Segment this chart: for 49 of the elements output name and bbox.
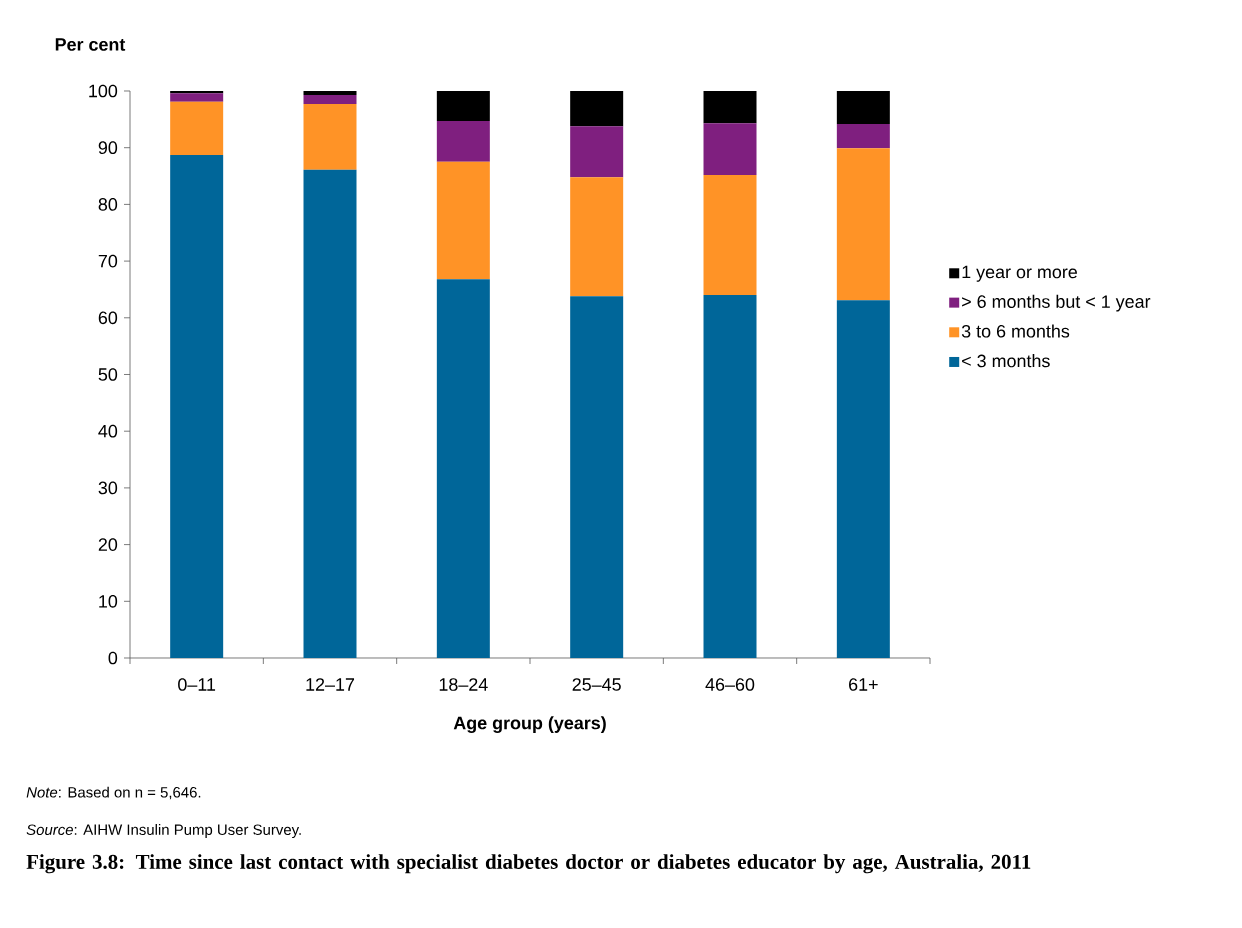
x-tick-label: 25–45 bbox=[572, 678, 621, 691]
bar bbox=[570, 126, 624, 178]
text: Figure 3.8: Time since last contact with specialist diabetes doctor or diabetes educator by age, Australia, 2011 bbox=[26, 854, 1031, 874]
y-tick-label: 70 bbox=[98, 254, 118, 268]
x-tick-label: 46–60 bbox=[705, 678, 755, 691]
bar bbox=[170, 155, 224, 658]
x-tick-label: 0–11 bbox=[178, 678, 216, 691]
bar bbox=[703, 295, 757, 658]
x-axis-title: Age group (years) bbox=[453, 716, 606, 733]
bar bbox=[836, 90, 890, 124]
y-tick-label: 40 bbox=[98, 424, 118, 438]
legend-label: 1 year or more bbox=[962, 265, 1077, 282]
bar bbox=[170, 101, 224, 156]
y-tick-label: 20 bbox=[98, 538, 118, 551]
legend-label: > 6 months but < 1 year bbox=[962, 294, 1151, 312]
y-tick-label: 0 bbox=[108, 651, 118, 665]
x-tick-label: 61+ bbox=[849, 678, 878, 691]
bar bbox=[436, 161, 490, 280]
bar bbox=[703, 123, 757, 175]
bar bbox=[303, 94, 357, 105]
legend-label: 3 to 6 months bbox=[961, 324, 1070, 338]
text: Note: Based on n = 5,646. bbox=[26, 786, 201, 800]
y-axis-title: Per cent bbox=[55, 38, 126, 51]
x-tick-label: 18–24 bbox=[439, 678, 488, 691]
y-tick-label: 30 bbox=[98, 481, 118, 495]
bar bbox=[570, 177, 624, 297]
bar bbox=[303, 104, 357, 170]
y-tick-label: 100 bbox=[89, 84, 118, 98]
bar bbox=[570, 90, 624, 127]
y-tick-label: 90 bbox=[98, 141, 118, 155]
x-tick-label: 12–17 bbox=[306, 678, 355, 691]
bar bbox=[170, 93, 224, 102]
bar bbox=[436, 279, 490, 658]
text: Source: AIHW Insulin Pump User Survey. bbox=[26, 824, 301, 838]
y-tick-label: 60 bbox=[98, 311, 118, 325]
bar bbox=[836, 123, 890, 149]
bar bbox=[436, 90, 490, 122]
y-tick-label: 10 bbox=[99, 594, 118, 608]
bar bbox=[836, 148, 890, 301]
y-tick-label: 50 bbox=[98, 368, 118, 381]
y-tick-label: 80 bbox=[98, 198, 118, 211]
bar bbox=[303, 169, 357, 658]
legend-label: < 3 months bbox=[962, 354, 1050, 368]
bar bbox=[303, 90, 357, 95]
bar bbox=[703, 90, 757, 124]
bar bbox=[436, 121, 490, 162]
bar bbox=[570, 296, 624, 658]
bar bbox=[836, 300, 890, 658]
bar bbox=[703, 174, 757, 296]
